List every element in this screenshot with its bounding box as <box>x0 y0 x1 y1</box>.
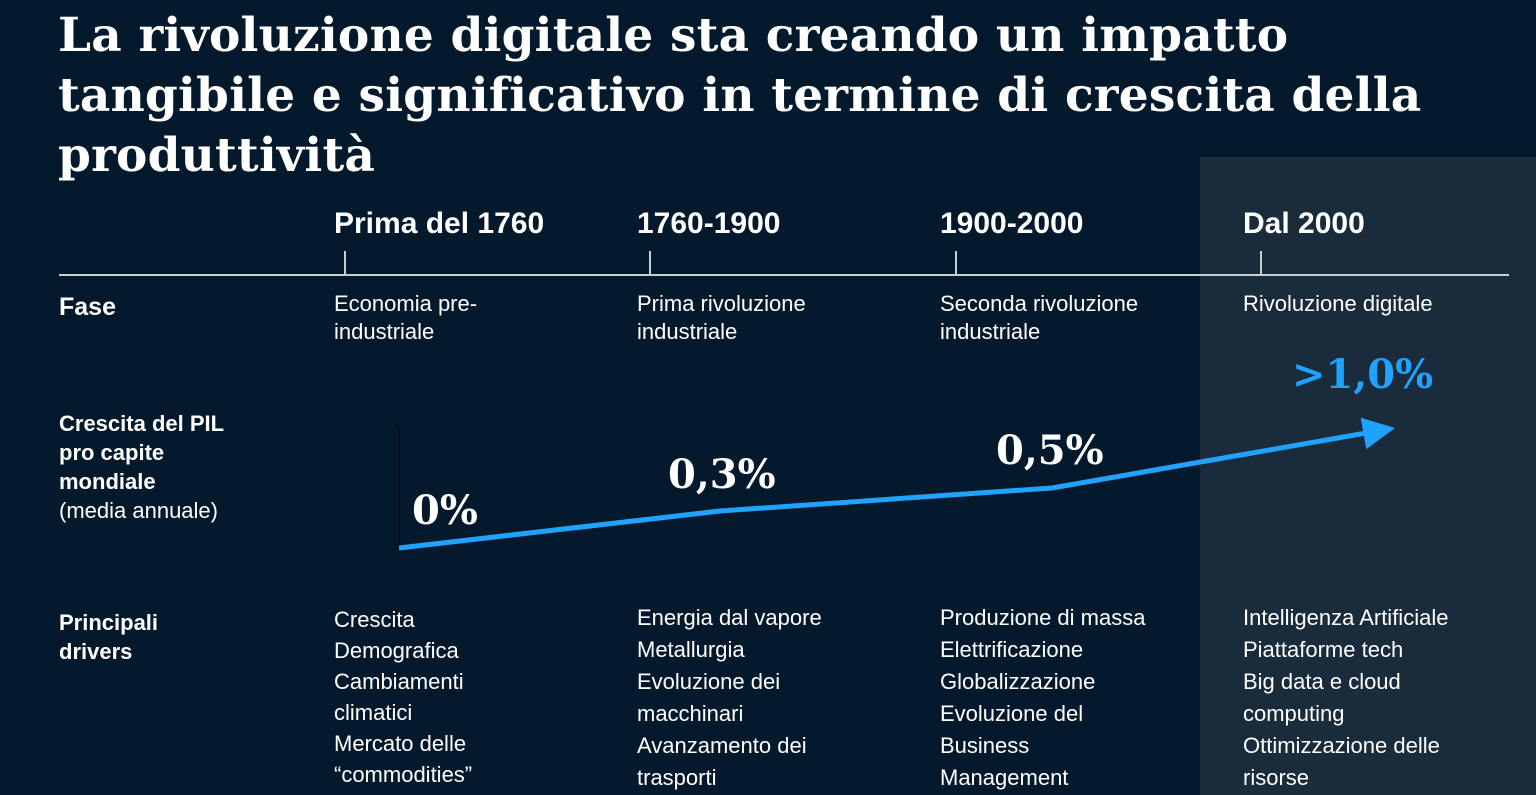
driver-item: Evoluzione del Business Management <box>940 701 1084 790</box>
growth-arrow-head <box>1360 417 1395 450</box>
drivers-list-from-2000: Intelligenza Artificiale Piattaforme tec… <box>1243 602 1473 794</box>
row-label-growth-main: Crescita del PIL pro capite mondiale <box>59 411 224 494</box>
timeline-tick <box>344 251 346 275</box>
row-label-phase: Fase <box>59 293 116 321</box>
driver-item: Big data e cloud computing <box>1243 669 1401 726</box>
row-label-growth-sub: (media annuale) <box>59 498 218 523</box>
driver-item: Elettrificazione <box>940 637 1084 662</box>
growth-value-from-2000: >1,0% <box>1292 351 1434 398</box>
phase-1760-1900: Prima rivoluzione industriale <box>637 291 806 344</box>
driver-item: Evoluzione dei macchinari <box>637 669 781 726</box>
driver-item: Intelligenza Artificiale <box>1243 605 1449 630</box>
growth-value-1760-1900: 0,3% <box>668 451 776 498</box>
row-label-drivers: Principali drivers <box>59 610 159 664</box>
period-header-1760-1900: 1760-1900 <box>637 207 781 240</box>
page-title: La rivoluzione digitale sta creando un i… <box>58 8 1422 183</box>
phase-1900-2000: Seconda rivoluzione industriale <box>940 291 1139 344</box>
drivers-list-1760-1900: Energia dal vapore Metallurgia Evoluzion… <box>637 602 837 794</box>
driver-item: Piattaforme tech <box>1243 637 1404 662</box>
driver-item: Crescita Demografica <box>334 607 459 663</box>
driver-item: Globalizzazione <box>940 669 1096 694</box>
driver-item: Avanzamento dei trasporti <box>637 733 807 790</box>
growth-value-pre-1760: 0% <box>412 487 478 534</box>
period-header-from-2000: Dal 2000 <box>1243 207 1365 240</box>
driver-item: Cambiamenti climatici <box>334 669 464 725</box>
driver-item: Metallurgia <box>637 637 745 662</box>
period-header-1900-2000: 1900-2000 <box>940 207 1084 240</box>
drivers-list-1900-2000: Produzione di massa Elettrificazione Glo… <box>940 602 1160 794</box>
phase-from-2000: Rivoluzione digitale <box>1243 291 1433 316</box>
timeline-tick <box>1260 251 1262 275</box>
timeline-tick <box>649 251 651 275</box>
timeline-axis <box>59 274 1509 276</box>
driver-item: Energia dal vapore <box>637 605 822 630</box>
drivers-list-pre-1760: Crescita Demografica Cambiamenti climati… <box>334 604 509 790</box>
row-label-growth: Crescita del PIL pro capite mondiale (me… <box>59 409 259 525</box>
growth-series-line <box>398 431 1364 551</box>
period-header-pre-1760: Prima del 1760 <box>334 207 545 240</box>
timeline-tick <box>955 251 957 275</box>
driver-item: Mercato delle “commodities” <box>334 731 473 787</box>
driver-item: Produzione di massa <box>940 605 1146 630</box>
driver-item: Ottimizzazione delle risorse <box>1243 733 1440 790</box>
digital-era-highlight-panel <box>1200 157 1536 795</box>
phase-pre-1760: Economia pre-industriale <box>334 291 478 344</box>
growth-value-1900-2000: 0,5% <box>996 427 1104 474</box>
